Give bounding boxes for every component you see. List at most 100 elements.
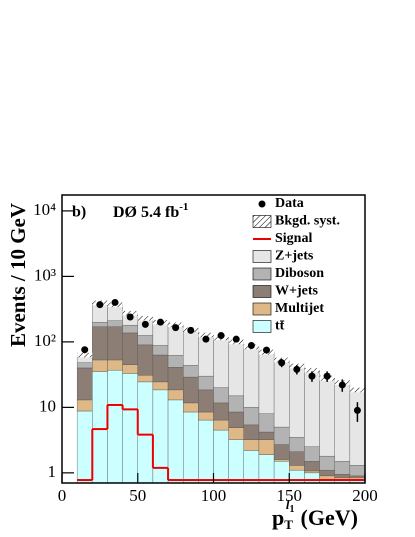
stack-bar: [319, 377, 335, 457]
stack-bar: [273, 444, 290, 460]
stack-bar: [137, 335, 154, 346]
stack-bar: [122, 324, 138, 334]
legend-label: Data: [275, 196, 304, 211]
data-point: [232, 335, 240, 343]
stack-bar: [213, 429, 229, 484]
panel-label: b): [72, 204, 86, 221]
stack-bar: [182, 376, 199, 404]
stack-bar: [319, 455, 335, 471]
stack-bar: [243, 424, 260, 440]
x-tick-label: 200: [352, 486, 378, 505]
y-tick-label: 10²: [34, 331, 56, 350]
stack-bar: [182, 402, 199, 413]
x-tick-label: 100: [201, 486, 227, 505]
stack-bar: [107, 326, 123, 361]
legend-label: Bkgd. syst.: [275, 214, 340, 229]
stack-bar: [289, 365, 305, 438]
legend-swatch: [252, 250, 272, 263]
data-point: [141, 320, 149, 328]
stack-bar: [76, 362, 93, 369]
data-point: [247, 342, 255, 350]
stack-bar: [349, 477, 366, 480]
stack-bar: [213, 387, 229, 404]
y-tick-label: 10⁴: [33, 200, 56, 219]
stack-bar: [304, 446, 320, 462]
stack-bar: [349, 389, 366, 466]
data-point: [81, 346, 89, 354]
legend-label: tt̄: [275, 319, 285, 334]
stack-bar: [273, 459, 290, 462]
data-point: [217, 332, 225, 340]
stack-bar: [152, 389, 169, 484]
stack-bar: [213, 402, 229, 421]
data-point: [323, 372, 331, 380]
stack-bar: [289, 437, 305, 452]
stack-bar: [182, 329, 199, 366]
stack-bar: [107, 304, 123, 321]
data-point: [126, 313, 134, 321]
stack-bar: [258, 439, 275, 455]
stack-bar: [182, 365, 199, 378]
stack-bar: [228, 427, 244, 440]
data-point: [172, 324, 180, 332]
x-tick-label: 0: [58, 486, 67, 505]
stack-bar: [319, 475, 335, 480]
stack-bar: [319, 469, 335, 477]
stack-bar: [92, 321, 108, 327]
syst-band: [122, 310, 138, 316]
stack-bar: [243, 439, 260, 451]
stack-bar: [258, 431, 275, 440]
stack-bar: [228, 439, 244, 484]
syst-band: [198, 332, 214, 338]
stack-bar: [107, 359, 123, 371]
data-point: [263, 346, 271, 354]
stack-bar: [92, 326, 108, 361]
x-axis-label: pTl1 (GeV): [272, 497, 358, 532]
stack-bar: [152, 321, 169, 346]
data-point: [111, 298, 119, 306]
stack-bar: [122, 332, 138, 365]
legend-label: Signal: [275, 231, 312, 246]
stack-bar: [273, 359, 290, 428]
stack-bar: [167, 399, 184, 484]
stack-bar: [167, 355, 184, 368]
y-tick-label: 10: [39, 396, 56, 415]
stack-bar: [289, 465, 305, 471]
legend-swatch: [252, 320, 272, 333]
x-label-sup-sub: 1: [290, 504, 295, 515]
stack-bar: [243, 407, 260, 426]
stack-bar: [198, 411, 214, 421]
stack-bar: [182, 411, 199, 484]
stack-bar: [258, 351, 275, 414]
stack-bar: [213, 419, 229, 431]
stack-bar: [213, 337, 229, 388]
stack-bar: [289, 451, 305, 466]
experiment-exponent: -1: [179, 201, 188, 213]
x-label-sub: T: [284, 517, 293, 532]
syst-band: [77, 352, 93, 358]
legend-label: Diboson: [275, 266, 324, 281]
legend-swatch: [252, 215, 272, 228]
stack-bar: [92, 371, 108, 484]
stack-bar: [198, 375, 214, 391]
x-tick-label: 150: [277, 486, 303, 505]
stack-bar: [107, 320, 123, 327]
stack-bar: [334, 382, 351, 462]
stack-bar: [243, 346, 260, 408]
data-point: [96, 301, 104, 309]
data-point: [293, 365, 301, 373]
syst-band: [349, 387, 365, 393]
legend-label: Multijet: [275, 301, 324, 316]
stack-bar: [137, 381, 154, 484]
x-label-sup: l: [286, 497, 290, 512]
stack-bar: [198, 389, 214, 413]
stack-bar: [152, 345, 169, 356]
stack-bar: [228, 411, 244, 428]
stack-bar: [289, 469, 305, 484]
legend-label: W+jets: [275, 284, 319, 299]
data-point: [278, 359, 286, 367]
legend-swatch: [252, 285, 272, 298]
stack-bar: [228, 341, 244, 397]
stack-bar: [76, 399, 93, 412]
